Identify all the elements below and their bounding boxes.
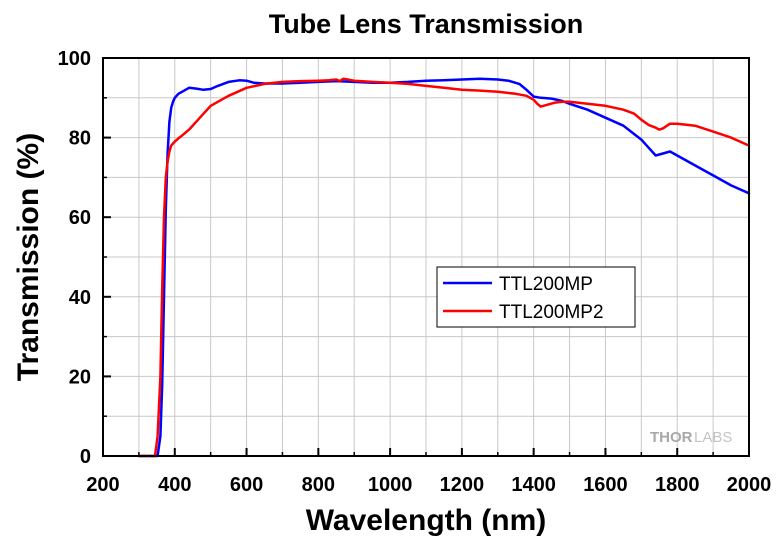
legend-box — [436, 266, 636, 328]
x-tick-label: 1000 — [368, 474, 413, 496]
x-tick-label: 1800 — [655, 474, 700, 496]
y-tick-label: 20 — [69, 366, 91, 388]
chart-title: Tube Lens Transmission — [269, 9, 584, 39]
grid — [102, 57, 750, 457]
x-tick-label: 200 — [86, 474, 119, 496]
y-tick-labels: 0 20 40 60 80 100 — [58, 48, 91, 468]
legend: TTL200MP TTL200MP2 — [436, 266, 636, 328]
x-tick-label: 1600 — [583, 474, 628, 496]
y-axis-label: Transmission (%) — [12, 133, 45, 381]
legend-label-ttl200mp2: TTL200MP2 — [499, 302, 604, 323]
x-tick-label: 2000 — [727, 474, 772, 496]
series-line-ttl200mp2 — [137, 77, 751, 458]
plot-lines — [137, 77, 751, 458]
x-tick-label: 800 — [302, 474, 335, 496]
x-tick-labels: 200 400 600 800 1000 1200 1400 1600 1800 2000 — [86, 474, 771, 496]
x-tick-label: 1400 — [511, 474, 556, 496]
x-tick-label: 1200 — [440, 474, 485, 496]
x-tick-label: 400 — [158, 474, 191, 496]
watermark-part1: THOR — [650, 429, 693, 446]
x-axis-label: Wavelength (nm) — [306, 504, 547, 537]
y-tick-label: 60 — [69, 207, 91, 229]
x-tick-label: 600 — [230, 474, 263, 496]
y-tick-label: 0 — [80, 446, 91, 468]
plot-frame — [102, 57, 750, 457]
thorlabs-watermark: THOR LABS — [650, 429, 732, 446]
watermark-part2: LABS — [694, 429, 732, 446]
y-tick-label: 80 — [69, 128, 91, 150]
legend-label-ttl200mp: TTL200MP — [499, 274, 593, 295]
y-tick-label: 40 — [69, 287, 91, 309]
y-tick-label: 100 — [58, 48, 91, 70]
